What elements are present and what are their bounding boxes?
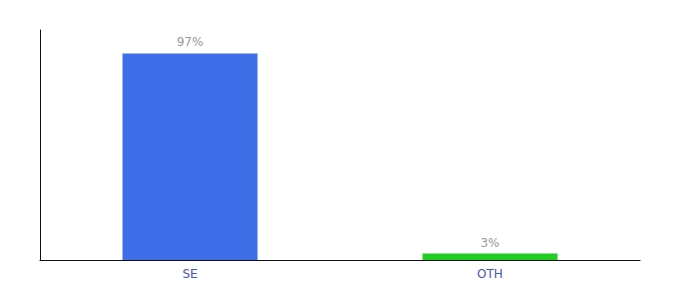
- svg-text:SE: SE: [182, 267, 197, 281]
- svg-text:OTH: OTH: [477, 267, 503, 281]
- svg-text:3%: 3%: [480, 236, 499, 250]
- svg-text:97%: 97%: [177, 35, 204, 49]
